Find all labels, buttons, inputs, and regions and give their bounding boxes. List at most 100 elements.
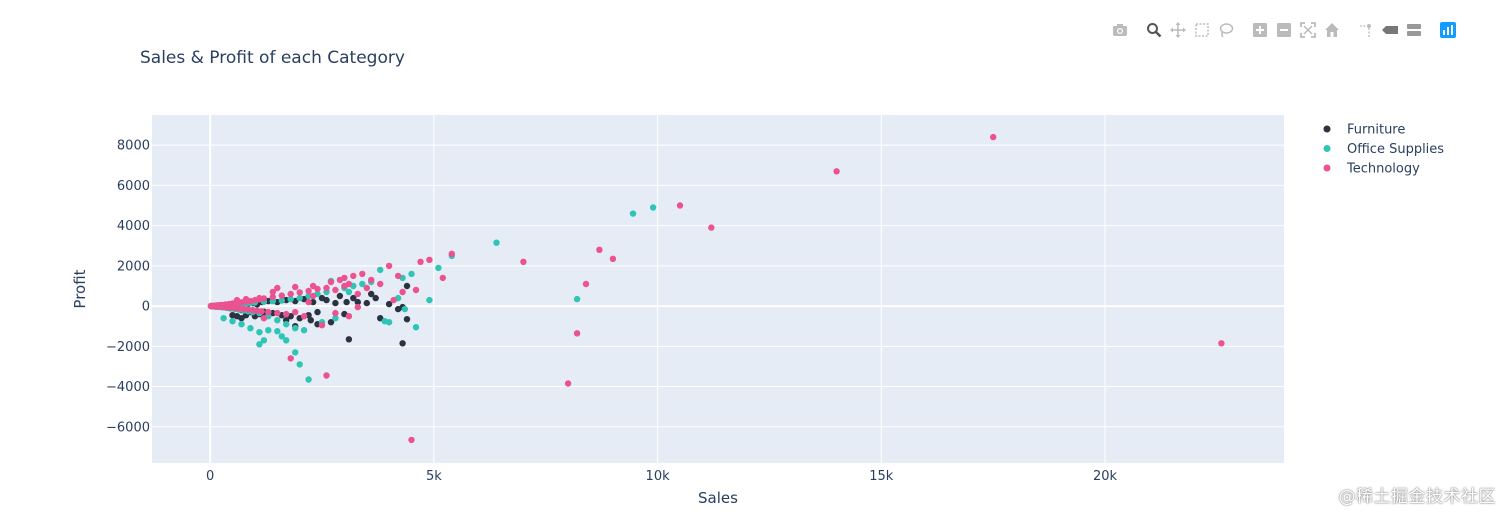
data-point[interactable] — [399, 340, 406, 347]
data-point[interactable] — [292, 308, 299, 316]
data-point[interactable] — [274, 309, 281, 317]
data-point[interactable] — [564, 380, 572, 387]
data-point[interactable] — [609, 255, 617, 262]
zoom-icon[interactable] — [1142, 20, 1166, 40]
data-point[interactable] — [403, 316, 411, 323]
data-point[interactable] — [676, 202, 684, 209]
data-point[interactable] — [359, 280, 366, 288]
data-point[interactable] — [296, 361, 303, 368]
spike-lines-icon[interactable] — [1354, 20, 1378, 40]
zoom-out-icon[interactable] — [1272, 20, 1296, 40]
data-point[interactable] — [363, 284, 370, 292]
data-point[interactable] — [305, 287, 312, 295]
data-point[interactable] — [341, 274, 348, 282]
data-point[interactable] — [305, 376, 312, 383]
data-point[interactable] — [287, 355, 294, 362]
data-point[interactable] — [573, 330, 581, 337]
data-point[interactable] — [283, 321, 290, 328]
data-point[interactable] — [377, 280, 384, 288]
data-point[interactable] — [403, 282, 411, 290]
data-point[interactable] — [296, 294, 303, 302]
data-point[interactable] — [390, 296, 397, 304]
data-point[interactable] — [229, 318, 236, 325]
data-point[interactable] — [260, 315, 268, 322]
data-point[interactable] — [292, 325, 299, 332]
data-point[interactable] — [332, 299, 339, 307]
data-point[interactable] — [399, 288, 406, 296]
legend-item-furniture[interactable]: Furniture — [1323, 123, 1406, 138]
data-point[interactable] — [305, 292, 312, 300]
data-point[interactable] — [278, 333, 285, 340]
data-point[interactable] — [220, 315, 227, 322]
data-point[interactable] — [343, 298, 350, 306]
reset-axes-icon[interactable] — [1320, 20, 1344, 40]
data-point[interactable] — [350, 272, 357, 280]
autoscale-icon[interactable] — [1296, 20, 1320, 40]
data-point[interactable] — [323, 372, 330, 379]
data-point[interactable] — [408, 270, 415, 278]
data-point[interactable] — [292, 283, 299, 291]
data-point[interactable] — [990, 133, 997, 141]
data-point[interactable] — [274, 328, 281, 335]
data-point[interactable] — [332, 286, 339, 294]
data-point[interactable] — [345, 313, 353, 320]
data-point[interactable] — [256, 329, 263, 336]
pan-icon[interactable] — [1166, 20, 1190, 40]
data-point[interactable] — [274, 284, 281, 292]
data-point[interactable] — [596, 246, 603, 253]
data-point[interactable] — [350, 294, 357, 302]
legend-item-technology[interactable]: Technology — [1323, 162, 1421, 177]
data-point[interactable] — [412, 286, 420, 294]
data-point[interactable] — [269, 293, 276, 301]
data-point[interactable] — [439, 274, 446, 282]
legend[interactable]: Furniture Office Supplies Technology — [1323, 123, 1445, 177]
data-point[interactable] — [448, 250, 455, 257]
data-point[interactable] — [833, 168, 840, 175]
data-point[interactable] — [300, 327, 308, 334]
data-point[interactable] — [233, 296, 241, 304]
data-point[interactable] — [256, 341, 263, 348]
data-point[interactable] — [377, 266, 384, 274]
data-point[interactable] — [283, 310, 290, 318]
data-point[interactable] — [354, 298, 361, 306]
data-point[interactable] — [363, 299, 370, 307]
camera-icon[interactable] — [1108, 20, 1132, 40]
data-point[interactable] — [258, 308, 265, 315]
data-point[interactable] — [345, 336, 353, 343]
data-point[interactable] — [573, 295, 581, 303]
data-point[interactable] — [354, 303, 361, 311]
data-point[interactable] — [238, 321, 245, 328]
data-point[interactable] — [354, 290, 361, 298]
data-point[interactable] — [318, 322, 326, 329]
data-point[interactable] — [287, 295, 294, 303]
data-point[interactable] — [377, 315, 384, 322]
data-point[interactable] — [649, 204, 657, 211]
zoom-in-icon[interactable] — [1248, 20, 1272, 40]
data-point[interactable] — [385, 300, 393, 308]
lasso-select-icon[interactable] — [1214, 20, 1238, 40]
data-point[interactable] — [256, 294, 263, 302]
data-point[interactable] — [238, 315, 245, 322]
data-point[interactable] — [394, 272, 402, 280]
data-point[interactable] — [309, 298, 317, 306]
plotly-logo-icon[interactable] — [1436, 20, 1460, 40]
data-point[interactable] — [332, 309, 339, 317]
data-point[interactable] — [412, 324, 420, 331]
data-point[interactable] — [417, 258, 424, 265]
data-point[interactable] — [408, 436, 415, 444]
hover-compare-icon[interactable] — [1402, 20, 1426, 40]
data-point[interactable] — [278, 292, 285, 299]
box-select-icon[interactable] — [1190, 20, 1214, 40]
data-point[interactable] — [426, 296, 433, 304]
data-point[interactable] — [345, 288, 353, 296]
data-point[interactable] — [582, 280, 590, 288]
data-point[interactable] — [435, 264, 442, 272]
data-point[interactable] — [305, 298, 312, 306]
data-point[interactable] — [381, 318, 388, 325]
data-point[interactable] — [327, 278, 335, 286]
data-point[interactable] — [265, 327, 272, 334]
data-point[interactable] — [260, 337, 268, 344]
data-point[interactable] — [323, 284, 330, 292]
plot-area[interactable] — [152, 115, 1284, 463]
